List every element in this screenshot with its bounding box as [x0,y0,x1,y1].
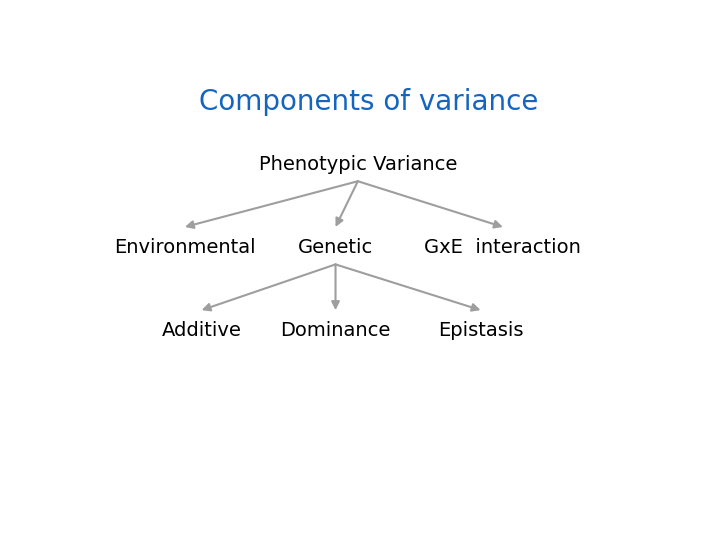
Text: GxE  interaction: GxE interaction [425,238,581,257]
Text: Genetic: Genetic [298,238,373,257]
Text: Environmental: Environmental [114,238,256,257]
Text: Phenotypic Variance: Phenotypic Variance [258,155,457,174]
Text: Epistasis: Epistasis [438,321,523,340]
Text: Components of variance: Components of variance [199,88,539,116]
Text: Dominance: Dominance [280,321,391,340]
Text: Additive: Additive [162,321,241,340]
